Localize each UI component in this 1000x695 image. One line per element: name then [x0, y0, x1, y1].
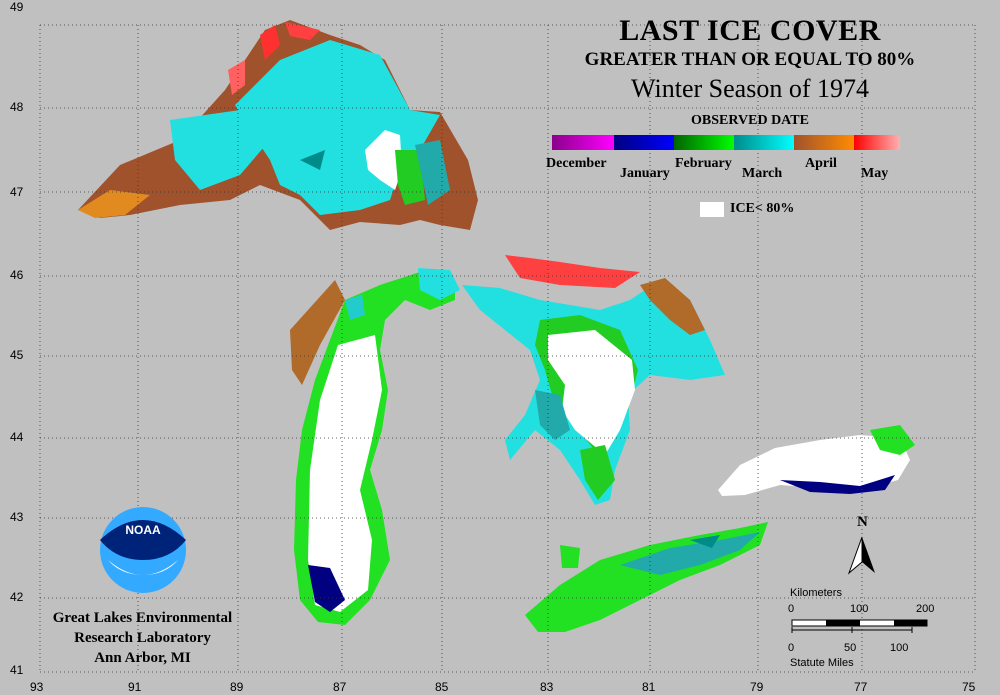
north-arrow-icon: [847, 536, 875, 575]
north-label: N: [857, 514, 868, 530]
legend-swatch-march: [734, 135, 794, 150]
lat-label: 49: [10, 0, 24, 14]
lon-label: 91: [128, 680, 142, 694]
legend-color-bar: [552, 135, 900, 150]
lab-line-3: Ann Arbor, MI: [94, 650, 191, 666]
lab-line-1: Great Lakes Environmental: [52, 610, 233, 626]
scale-mi-label: Statute Miles: [790, 657, 854, 669]
scale-km-tick: 0: [788, 603, 795, 615]
lon-label: 83: [540, 680, 554, 694]
main-title: LAST ICE COVER: [619, 14, 881, 47]
scale-mi-tick: 50: [844, 642, 857, 654]
lake-erie: [525, 522, 768, 632]
legend-label-january: January: [620, 166, 670, 181]
legend-label-march: March: [742, 166, 783, 181]
legend-swatch-april: [794, 135, 854, 150]
lat-label: 41: [10, 663, 24, 677]
subtitle-threshold: GREATER THAN OR EQUAL TO 80%: [584, 49, 916, 70]
lake-superior: [78, 20, 478, 230]
scale-mi-tick: 100: [890, 642, 909, 654]
lon-label: 75: [962, 680, 976, 694]
lat-label: 48: [10, 100, 24, 114]
lat-label: 42: [10, 590, 24, 604]
lon-label: 93: [30, 680, 44, 694]
lon-label: 81: [642, 680, 656, 694]
lat-label: 44: [10, 430, 24, 444]
lat-label: 46: [10, 268, 24, 282]
legend-swatch-january: [614, 135, 674, 150]
scale-km-tick: 200: [916, 603, 935, 615]
lake-huron: [462, 255, 725, 505]
noaa-logo-text: NOAA: [125, 523, 161, 537]
legend-label-may: May: [861, 166, 889, 181]
lake-michigan: [290, 268, 460, 625]
legend-label-december: December: [546, 156, 607, 171]
lon-label: 87: [333, 680, 347, 694]
lat-label: 45: [10, 348, 24, 362]
scale-mi-tick: 0: [788, 642, 795, 654]
legend-label-february: February: [675, 156, 732, 171]
noaa-logo: NOAA: [100, 507, 186, 593]
lat-label: 47: [10, 185, 24, 199]
season-title: Winter Season of 1974: [631, 74, 869, 103]
lat-label: 43: [10, 510, 24, 524]
lon-label: 77: [854, 680, 868, 694]
legend-title: OBSERVED DATE: [691, 113, 809, 128]
legend-label-april: April: [805, 156, 837, 171]
legend-swatch-may: [854, 135, 900, 150]
ice-less-than-80-swatch: [700, 202, 724, 217]
legend-swatch-december: [552, 135, 614, 150]
ice-less-than-80-label: ICE< 80%: [730, 201, 795, 216]
lon-label: 79: [750, 680, 764, 694]
lon-label: 85: [435, 680, 449, 694]
lab-credit: Great Lakes Environmental Research Labor…: [20, 608, 265, 668]
scale-km-tick: 100: [850, 603, 869, 615]
scale-km-label: Kilometers: [790, 587, 842, 599]
lab-line-2: Research Laboratory: [74, 630, 211, 646]
scale-bar: [791, 619, 928, 633]
lake-ontario: [718, 425, 915, 496]
lon-label: 89: [230, 680, 244, 694]
legend-swatch-february: [674, 135, 734, 150]
